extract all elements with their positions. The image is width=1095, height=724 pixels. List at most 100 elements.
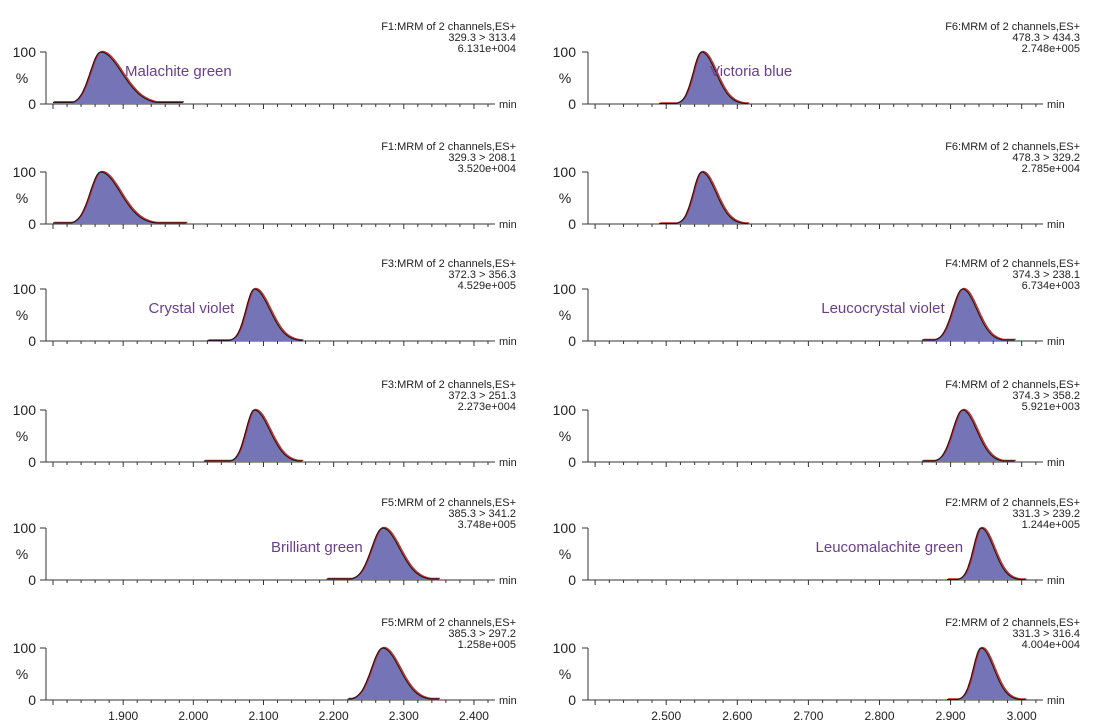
mrm-transition: 374.3 > 238.1 xyxy=(1012,269,1080,281)
mrm-transition: 478.3 > 329.2 xyxy=(1012,152,1080,164)
compound-label: Leucocrystal violet xyxy=(821,300,945,317)
y-tick-label-100: 100 xyxy=(553,402,577,418)
peak-outline xyxy=(947,527,1026,581)
peak-outline xyxy=(207,288,303,342)
peak-intensity: 5.921e+003 xyxy=(1022,401,1080,413)
mrm-transition: 372.3 > 251.3 xyxy=(448,390,516,402)
channel-header: F6:MRM of 2 channels,ES+ xyxy=(945,21,1080,33)
peak-area xyxy=(326,528,439,580)
peak-fit-curve xyxy=(348,646,441,700)
y-tick-label-0: 0 xyxy=(28,333,36,349)
peak-intensity: 3.520e+004 xyxy=(458,163,516,175)
y-tick-label-100: 100 xyxy=(553,281,577,297)
y-tick-label-100: 100 xyxy=(13,44,37,60)
y-tick-label-0: 0 xyxy=(568,96,576,112)
channel-header: F6:MRM of 2 channels,ES+ xyxy=(945,141,1080,153)
mrm-transition: 478.3 > 434.3 xyxy=(1012,32,1080,44)
x-unit-label: min xyxy=(499,99,517,111)
channel-header: F4:MRM of 2 channels,ES+ xyxy=(945,379,1080,391)
x-unit-label: min xyxy=(1047,336,1065,348)
x-unit-label: min xyxy=(499,219,517,231)
x-unit-label: min xyxy=(499,695,517,707)
x-tick-label: 2.000 xyxy=(178,709,208,723)
peak-outline xyxy=(659,51,748,105)
y-tick-label-0: 0 xyxy=(568,692,576,708)
peak-outline xyxy=(53,171,187,224)
x-unit-label: min xyxy=(1047,575,1065,587)
chromatogram-panel: F6:MRM of 2 channels,ES+478.3 > 434.32.7… xyxy=(553,21,1080,112)
y-tick-label-100: 100 xyxy=(13,164,37,180)
y-unit-label: % xyxy=(16,428,28,444)
y-tick-label-100: 100 xyxy=(13,402,37,418)
x-tick-label: 2.700 xyxy=(793,709,823,723)
peak-intensity: 4.529e+005 xyxy=(458,280,516,292)
peak-intensity: 1.244e+005 xyxy=(1022,519,1080,531)
x-unit-label: min xyxy=(1047,457,1065,469)
x-unit-label: min xyxy=(1047,99,1065,111)
y-tick-label-100: 100 xyxy=(553,164,577,180)
peak-area xyxy=(207,289,303,341)
x-unit-label: min xyxy=(499,575,517,587)
peak-intensity: 1.258e+005 xyxy=(458,639,516,651)
peak-outline xyxy=(922,288,1015,341)
mrm-transition: 331.3 > 316.4 xyxy=(1012,628,1080,640)
y-unit-label: % xyxy=(559,70,571,86)
y-tick-label-100: 100 xyxy=(13,520,37,536)
y-tick-label-100: 100 xyxy=(13,640,37,656)
compound-label: Victoria blue xyxy=(710,63,792,80)
y-unit-label: % xyxy=(16,70,28,86)
peak-intensity: 3.748e+005 xyxy=(458,519,516,531)
y-tick-label-0: 0 xyxy=(568,572,576,588)
peak-intensity: 6.734e+003 xyxy=(1022,280,1080,292)
peak-outline xyxy=(947,647,1026,701)
chromatogram-panel: F3:MRM of 2 channels,ES+372.3 > 356.34.5… xyxy=(13,258,517,349)
chromatogram-panel: F2:MRM of 2 channels,ES+331.3 > 316.44.0… xyxy=(553,617,1080,723)
peak-outline xyxy=(922,409,1015,462)
chromatogram-panel: F5:MRM of 2 channels,ES+385.3 > 341.23.7… xyxy=(13,497,517,588)
x-tick-label: 2.400 xyxy=(459,709,489,723)
x-tick-label: 2.500 xyxy=(651,709,681,723)
peak-area xyxy=(659,52,748,104)
x-unit-label: min xyxy=(1047,695,1065,707)
y-tick-label-0: 0 xyxy=(28,692,36,708)
compound-label: Leucomalachite green xyxy=(816,539,964,556)
peak-area xyxy=(922,410,1015,462)
peak-outline xyxy=(659,171,748,225)
y-tick-label-100: 100 xyxy=(553,520,577,536)
channel-header: F2:MRM of 2 channels,ES+ xyxy=(945,617,1080,629)
peak-outline xyxy=(203,409,303,462)
x-tick-label: 2.200 xyxy=(319,709,349,723)
chromatogram-panel: F1:MRM of 2 channels,ES+329.3 > 313.46.1… xyxy=(13,21,517,112)
chromatogram-panel: F5:MRM of 2 channels,ES+385.3 > 297.21.2… xyxy=(13,617,517,723)
channel-header: F1:MRM of 2 channels,ES+ xyxy=(381,21,516,33)
channel-header: F1:MRM of 2 channels,ES+ xyxy=(381,141,516,153)
peak-area xyxy=(203,410,303,462)
x-tick-label: 2.600 xyxy=(722,709,752,723)
y-tick-label-0: 0 xyxy=(28,96,36,112)
compound-label: Brilliant green xyxy=(271,539,363,556)
peak-area xyxy=(53,172,187,224)
x-unit-label: min xyxy=(1047,219,1065,231)
y-tick-label-0: 0 xyxy=(568,216,576,232)
mrm-transition: 329.3 > 208.1 xyxy=(448,152,516,164)
chromatogram-panel: F6:MRM of 2 channels,ES+478.3 > 329.22.7… xyxy=(553,141,1080,232)
y-tick-label-100: 100 xyxy=(553,44,577,60)
y-unit-label: % xyxy=(559,190,571,206)
chromatogram-panel: F4:MRM of 2 channels,ES+374.3 > 238.16.7… xyxy=(553,258,1080,349)
mrm-transition: 372.3 > 356.3 xyxy=(448,269,516,281)
x-tick-label: 2.100 xyxy=(248,709,278,723)
peak-area xyxy=(922,289,1015,341)
channel-header: F3:MRM of 2 channels,ES+ xyxy=(381,258,516,270)
y-unit-label: % xyxy=(559,428,571,444)
chromatogram-panel: F3:MRM of 2 channels,ES+372.3 > 251.32.2… xyxy=(13,379,517,470)
compound-label: Malachite green xyxy=(125,63,232,80)
peak-intensity: 4.004e+004 xyxy=(1022,639,1080,651)
peak-intensity: 2.273e+004 xyxy=(458,401,516,413)
mrm-transition: 385.3 > 341.2 xyxy=(448,508,516,520)
chromatogram-panel: F4:MRM of 2 channels,ES+374.3 > 358.25.9… xyxy=(553,379,1080,470)
peak-area xyxy=(347,648,439,700)
y-unit-label: % xyxy=(559,546,571,562)
y-tick-label-100: 100 xyxy=(553,640,577,656)
peak-outline xyxy=(326,527,439,580)
y-tick-label-0: 0 xyxy=(568,333,576,349)
